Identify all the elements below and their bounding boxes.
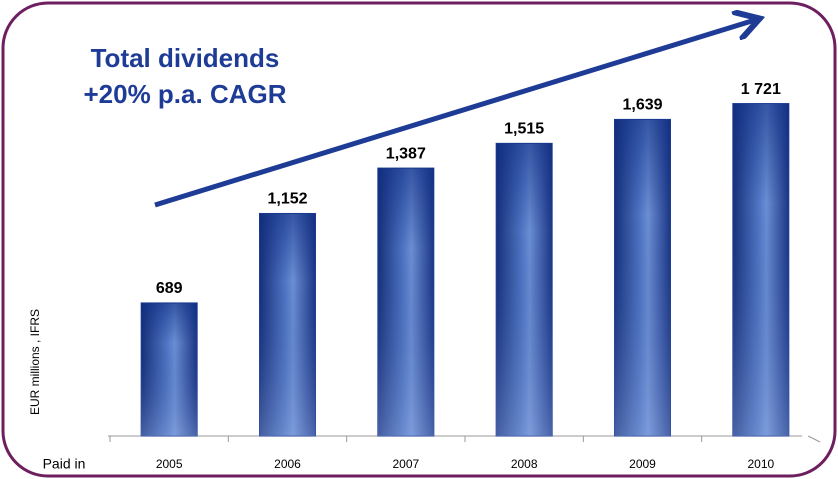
bar-shade (496, 143, 553, 436)
x-tick-label: 2005 (156, 457, 183, 471)
x-tick-label: 2010 (747, 457, 774, 471)
x-tick-label: 2008 (511, 457, 538, 471)
bar-shade (259, 213, 316, 436)
value-label: 1,639 (622, 97, 662, 114)
bar-shade (732, 103, 789, 437)
chart-title: Total dividends (91, 43, 280, 73)
value-label: 1,152 (267, 191, 307, 208)
bar-shade (614, 119, 671, 436)
x-tick-label: 2007 (392, 457, 419, 471)
value-label: 1,387 (386, 145, 426, 162)
value-label: 1 721 (741, 81, 781, 98)
chart-subtitle: +20% p.a. CAGR (83, 79, 286, 109)
trend-arrow (154, 20, 755, 208)
x-tick-label: 2006 (274, 457, 301, 471)
x-axis-label: Paid in (43, 456, 86, 472)
value-label: 689 (156, 280, 183, 297)
bar-shade (377, 168, 434, 436)
x-tick (807, 435, 821, 443)
x-tick-label: 2009 (629, 457, 656, 471)
bar-shade (141, 302, 198, 436)
y-axis-label: EUR millions , IFRS (28, 309, 42, 415)
value-label: 1,515 (504, 121, 544, 138)
